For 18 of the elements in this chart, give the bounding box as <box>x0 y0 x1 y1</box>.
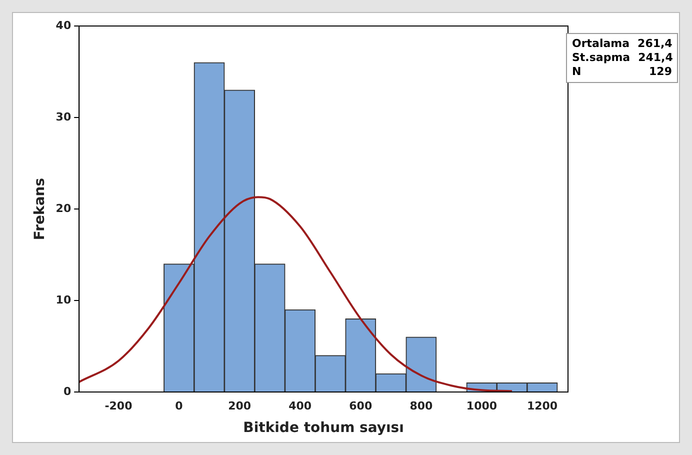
x-tick-label: 600 <box>349 399 372 412</box>
x-tick-label: 200 <box>228 399 252 412</box>
x-tick-label: -200 <box>104 399 133 412</box>
y-tick-label: 10 <box>56 293 72 306</box>
x-tick-label: 800 <box>410 399 434 412</box>
text: St.sapma 241,4 <box>572 51 673 65</box>
text: Ortalama 261,4 <box>572 37 672 51</box>
x-tick-label: 1000 <box>466 399 498 412</box>
x-tick-label: 0 <box>175 399 184 412</box>
y-tick-label: 40 <box>56 18 72 32</box>
text: N 129 <box>572 65 672 78</box>
x-tick-label: 400 <box>288 399 312 412</box>
y-tick-label: 20 <box>56 202 72 215</box>
x-axis-title: Bitkide tohum sayısı <box>243 420 404 436</box>
y-tick-label: 30 <box>56 110 72 124</box>
y-axis-title: Frekans <box>32 178 48 240</box>
x-tick-label: 1200 <box>526 399 558 412</box>
y-tick-label: 0 <box>63 384 72 398</box>
